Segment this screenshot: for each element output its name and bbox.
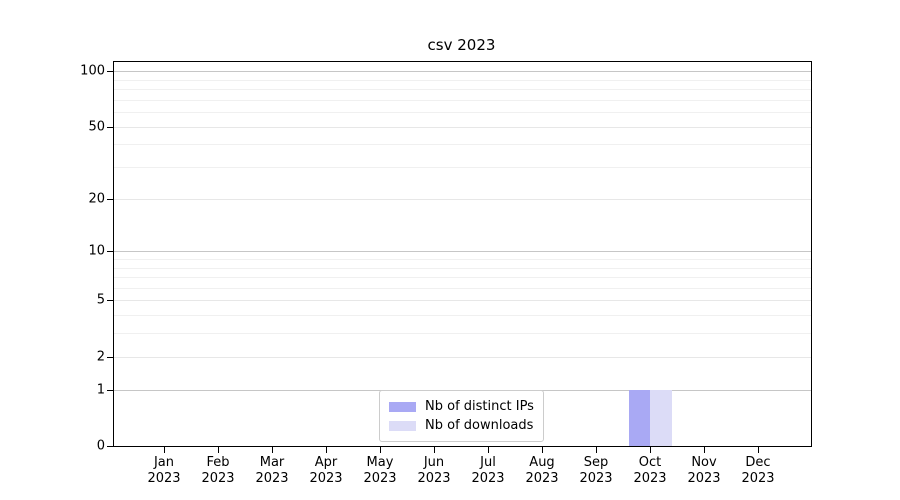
y-axis-tick-label: 20 [88, 191, 105, 207]
x-tick-mark [595, 447, 597, 453]
x-tick-mark [271, 447, 273, 453]
x-axis-tick-label: Jun 2023 [402, 455, 466, 487]
bar-nb-of-distinct-ips [628, 389, 650, 446]
x-tick-mark [487, 447, 489, 453]
gridline-minor [114, 315, 811, 317]
x-axis-tick-year: 2023 [741, 471, 775, 486]
x-axis-tick-year: 2023 [201, 471, 235, 486]
legend-row: Nb of distinct IPs [389, 397, 534, 416]
x-axis-tick-year: 2023 [525, 471, 559, 486]
legend-row: Nb of downloads [389, 416, 534, 435]
gridline-minor [114, 277, 811, 279]
y-tick-mark [107, 389, 113, 391]
gridline-minor [114, 258, 811, 260]
gridline-minor [114, 89, 811, 91]
y-axis-tick-label: 2 [96, 349, 105, 365]
y-tick-mark [107, 126, 113, 128]
x-tick-mark [217, 447, 219, 453]
x-tick-mark [757, 447, 759, 453]
gridline-minor [114, 112, 811, 114]
x-axis-tick-year: 2023 [255, 471, 289, 486]
x-axis-tick-label: Mar 2023 [240, 455, 304, 487]
plot-area: 0 1 2 5 10 20 50 100 Jan 2023 Feb 2023 Mar 2023 Apr 202… [80, 61, 812, 486]
x-axis-tick-label: Aug 2023 [510, 455, 574, 487]
x-axis-tick-year: 2023 [147, 471, 181, 486]
gridline-major [114, 300, 811, 302]
x-tick-mark [379, 447, 381, 453]
y-tick-mark [107, 198, 113, 200]
x-axis-tick-label: May 2023 [348, 455, 412, 487]
gridline-major [114, 198, 811, 200]
y-tick-mark [107, 300, 113, 302]
x-tick-mark [433, 447, 435, 453]
x-axis-tick-label: Feb 2023 [186, 455, 250, 487]
x-tick-mark [163, 447, 165, 453]
y-axis-tick-label: 5 [96, 292, 105, 308]
gridline-minor [114, 287, 811, 289]
y-axis-tick-label: 10 [88, 243, 105, 259]
x-axis-tick-year: 2023 [417, 471, 451, 486]
y-axis-tick-label: 1 [96, 382, 105, 398]
x-axis-tick-label: Jan 2023 [132, 455, 196, 487]
gridline-minor [114, 167, 811, 169]
legend-swatch [389, 420, 416, 431]
y-axis-tick-label: 100 [80, 63, 105, 79]
y-tick-mark [107, 356, 113, 358]
bar-nb-of-downloads [650, 389, 672, 446]
x-axis-tick-year: 2023 [309, 471, 343, 486]
x-tick-mark [649, 447, 651, 453]
x-axis-tick-label: Jul 2023 [456, 455, 520, 487]
gridline-decade [114, 71, 811, 73]
y-axis-tick-label: 50 [88, 119, 105, 135]
x-axis-tick-label: Nov 2023 [672, 455, 736, 487]
gridline-minor [114, 267, 811, 269]
x-axis-tick-label: Sep 2023 [564, 455, 628, 487]
legend-label: Nb of downloads [425, 418, 534, 433]
x-axis-tick-label: Dec 2023 [726, 455, 790, 487]
y-tick-mark [107, 251, 113, 253]
x-axis-tick-year: 2023 [633, 471, 667, 486]
gridline-minor [114, 99, 811, 101]
x-axis-tick-label: Oct 2023 [618, 455, 682, 487]
x-axis-tick-year: 2023 [579, 471, 613, 486]
x-tick-mark [541, 447, 543, 453]
chart-title: csv 2023 [427, 36, 496, 54]
gridline-minor [114, 79, 811, 81]
y-tick-mark [107, 71, 113, 73]
gridline-major [114, 356, 811, 358]
gridline-decade [114, 251, 811, 253]
x-axis-tick-year: 2023 [471, 471, 505, 486]
x-tick-mark [703, 447, 705, 453]
legend-label: Nb of distinct IPs [425, 399, 534, 414]
legend-swatch [389, 401, 416, 412]
x-axis-tick-year: 2023 [687, 471, 721, 486]
gridline-minor [114, 144, 811, 146]
x-axis-tick-year: 2023 [363, 471, 397, 486]
legend: Nb of distinct IPs Nb of downloads [379, 390, 544, 442]
y-tick-mark [107, 446, 113, 447]
gridline-minor [114, 333, 811, 335]
x-tick-mark [325, 447, 327, 453]
y-axis-tick-label: 0 [96, 438, 105, 454]
gridline-major [114, 126, 811, 128]
x-axis-tick-label: Apr 2023 [294, 455, 358, 487]
